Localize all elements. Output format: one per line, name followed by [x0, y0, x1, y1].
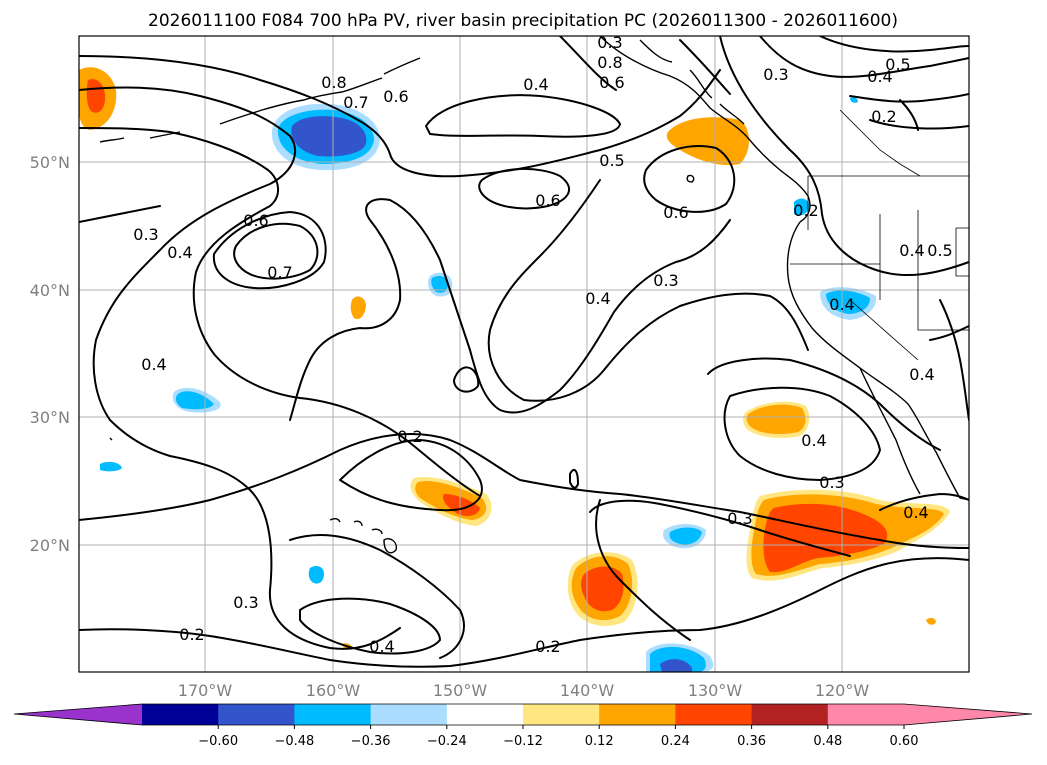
lon-label: 120°W: [815, 681, 870, 700]
colorbar-over-triangle: [904, 704, 1032, 725]
lat-label: 20°N: [30, 536, 70, 555]
contour-label: 0.2: [793, 201, 818, 220]
lon-label: 140°W: [560, 681, 615, 700]
colorbar-under-triangle: [14, 704, 142, 725]
contour-label: 0.5: [927, 241, 952, 260]
contour-label: 0.3: [819, 473, 844, 492]
contour-label: 0.2: [397, 427, 422, 446]
lon-label: 130°W: [688, 681, 743, 700]
contour-label: 0.6: [535, 191, 560, 210]
contour-label: 0.4: [909, 365, 934, 384]
colorbar-tick-label: 0.24: [661, 734, 690, 749]
colorbar-bin: [370, 704, 448, 725]
contour-label: 0.6: [243, 211, 268, 230]
map-area: 0.8 0.7 0.6 0.4 0.8 0.6 0.3 0.4 0.5 0.2 …: [79, 33, 969, 672]
colorbar-bin: [599, 704, 676, 725]
colorbar-tick-label: 0.48: [813, 734, 842, 749]
lat-label: 40°N: [30, 281, 70, 300]
contour-label: 0.4: [369, 637, 394, 656]
contour-label: 0.3: [653, 271, 678, 290]
colorbar-bin: [294, 704, 372, 725]
contour-label: 0.6: [383, 87, 408, 106]
lat-label: 30°N: [30, 408, 70, 427]
contour-label: 0.4: [801, 431, 826, 450]
lon-label: 170°W: [178, 681, 233, 700]
coastlines: [99, 36, 969, 554]
contour-label: 0.5: [885, 55, 910, 74]
contour-label: 0.7: [267, 263, 292, 282]
colorbar-tick-label: −0.36: [351, 734, 391, 749]
longitude-labels: 170°W 160°W 150°W 140°W 130°W 120°W: [178, 681, 870, 700]
colorbar-tick-label: 0.36: [737, 734, 766, 749]
pv-contours: [79, 36, 969, 668]
contour-label: 0.4: [867, 67, 892, 86]
colorbar-bin: [142, 704, 219, 725]
colorbar-bin: [827, 704, 905, 725]
colorbar-bin: [446, 704, 524, 725]
colorbar-tick-label: −0.24: [427, 734, 467, 749]
colorbar: −0.60 −0.48 −0.36 −0.24 −0.12 0.12 0.24 0.36 0.4…: [13, 703, 1033, 749]
contour-label: 0.3: [763, 65, 788, 84]
contour-label: 0.4: [829, 295, 854, 314]
contour-label: 0.8: [321, 73, 346, 92]
contour-label: 0.3: [727, 509, 752, 528]
contour-label: 0.3: [597, 33, 622, 52]
colorbar-bin: [523, 704, 600, 725]
colorbar-bin: [675, 704, 753, 725]
contour-labels: 0.8 0.7 0.6 0.4 0.8 0.6 0.3 0.4 0.5 0.2 …: [133, 33, 952, 656]
contour-label: 0.5: [599, 151, 624, 170]
contour-label: 0.3: [133, 225, 158, 244]
contour-label: 0.4: [523, 75, 548, 94]
contour-label: 0.4: [141, 355, 166, 374]
map-frame: [78, 35, 970, 673]
contour-label: 0.6: [663, 203, 688, 222]
contour-label: 0.4: [167, 243, 192, 262]
lon-label: 160°W: [306, 681, 361, 700]
colorbar-bin: [751, 704, 829, 725]
contour-label: 0.2: [871, 107, 896, 126]
contour-label: 0.6: [599, 73, 624, 92]
contour-label: 0.4: [899, 241, 924, 260]
lat-label: 50°N: [30, 153, 70, 172]
latitude-labels: 50°N 40°N 30°N 20°N: [30, 153, 70, 555]
contour-label: 0.2: [179, 625, 204, 644]
colorbar-bin: [218, 704, 295, 725]
contour-label: 0.3: [233, 593, 258, 612]
colorbar-tick-label: 0.60: [890, 734, 919, 749]
colorbar-tick-label: −0.48: [274, 734, 314, 749]
contour-label: 0.8: [597, 53, 622, 72]
colorbar-tick-label: −0.12: [503, 734, 543, 749]
colorbar-tick-label: 0.12: [585, 734, 614, 749]
colorbar-tick-label: −0.60: [198, 734, 238, 749]
contour-label: 0.2: [535, 637, 560, 656]
lon-label: 150°W: [433, 681, 488, 700]
contour-label: 0.7: [343, 93, 368, 112]
contour-label: 0.4: [585, 289, 610, 308]
figure-title: 2026011100 F084 700 hPa PV, river basin …: [148, 11, 898, 31]
contour-label: 0.4: [903, 503, 928, 522]
